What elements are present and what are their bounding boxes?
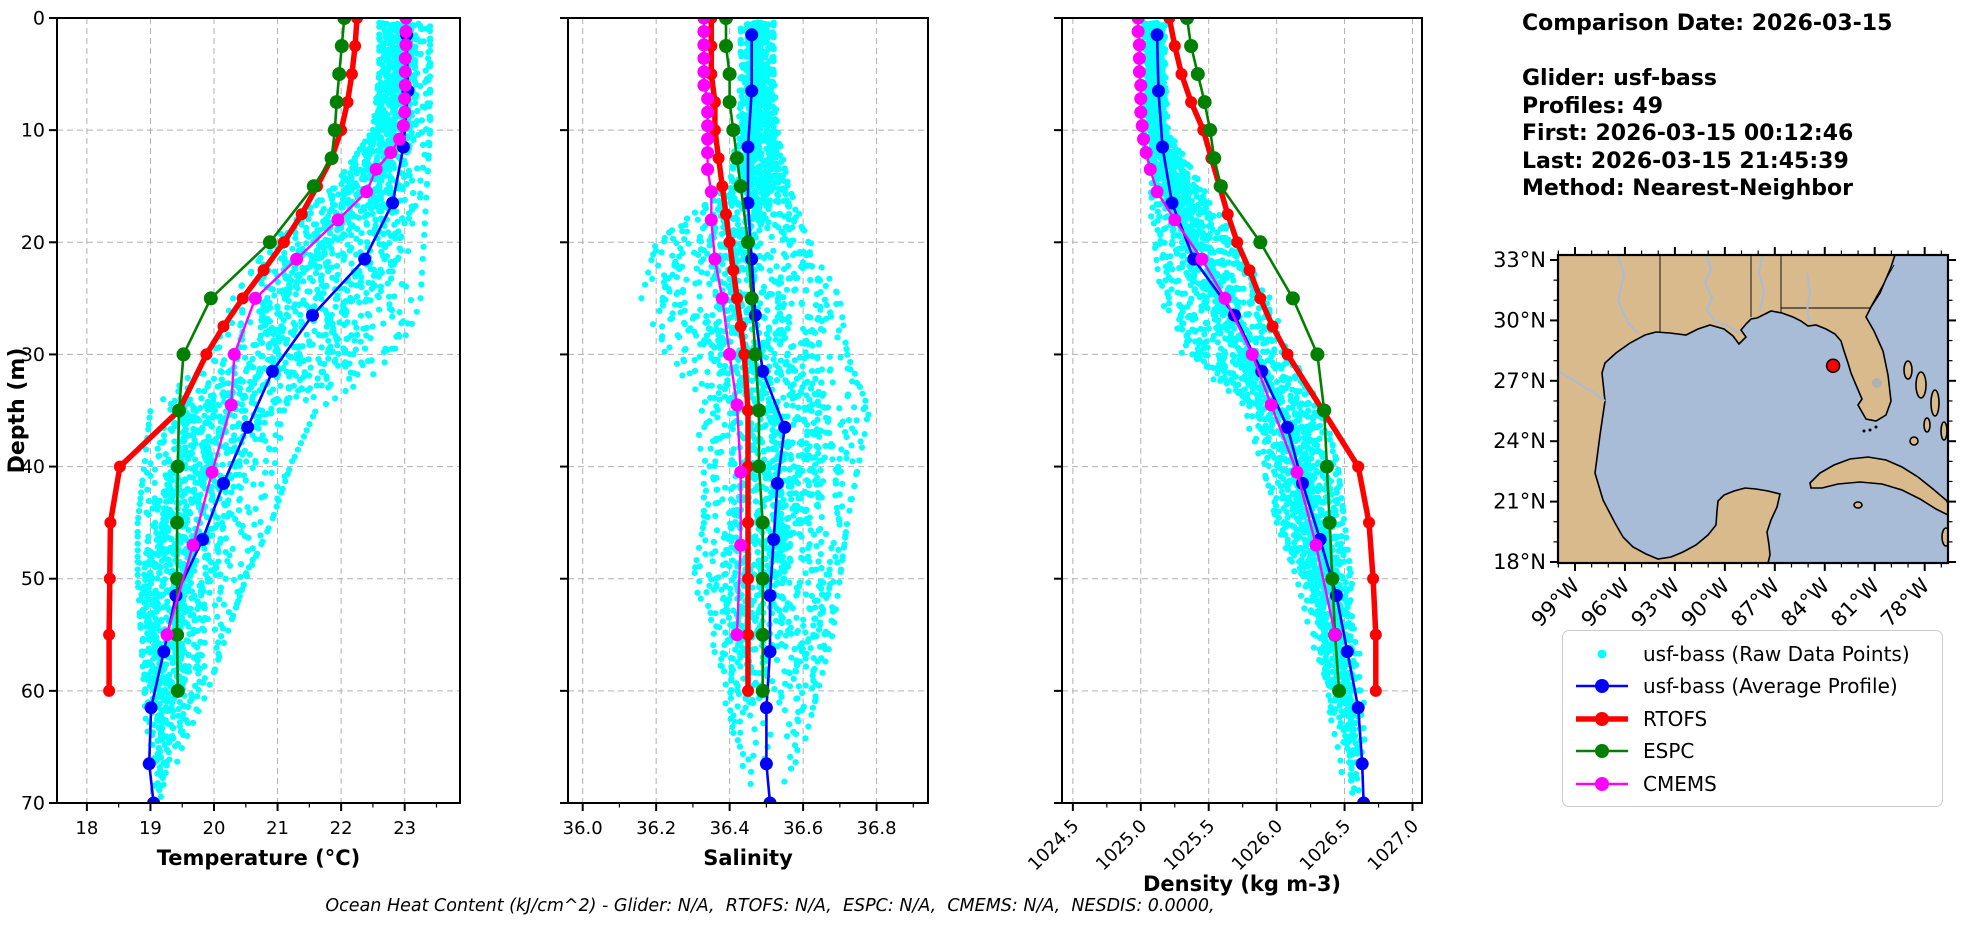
map-florida-keys: [1868, 428, 1872, 432]
map-lake-okeechobee: [1872, 378, 1882, 388]
cmems-line-salinity: [697, 18, 748, 642]
map-river: [1805, 272, 1812, 323]
legend-item-cmems: CMEMS: [1573, 770, 1932, 798]
svg-text:70: 70: [21, 793, 45, 815]
svg-text:30: 30: [21, 344, 45, 366]
temperature-data: [103, 18, 434, 803]
espc-line-salinity: [719, 18, 770, 698]
legend-label-cmems: CMEMS: [1643, 771, 1717, 796]
legend: usf-bass (Raw Data Points) usf-bass (Ave…: [1562, 630, 1943, 807]
map-state-border: [1869, 264, 1895, 309]
svg-text:60: 60: [21, 680, 45, 702]
density-x-axis: 1024.5 1025.0 1025.5 1026.0 1026.5 1027.0: [1024, 803, 1423, 875]
ohc-caption: Ocean Heat Content (kJ/cm^2) - Glider: N…: [325, 896, 1215, 916]
svg-text:0: 0: [33, 8, 45, 30]
density-y-axis: [1054, 17, 1062, 804]
density-axis-title: Density (kg m-3): [1143, 872, 1341, 896]
map-river: [1558, 370, 1606, 402]
salinity-plot: 36.0 36.2 36.4 36.6 36.8 Salinity: [560, 17, 929, 870]
legend-item-espc: ESPC: [1573, 737, 1932, 765]
espc-line-temperature: [170, 18, 352, 698]
info-spacer: [1522, 38, 1892, 66]
legend-item-rtofs: RTOFS: [1573, 705, 1932, 733]
svg-text:50: 50: [21, 568, 45, 590]
glider-position-marker: [1825, 358, 1841, 373]
temperature-y-axis: 0 10 20 30 40 50 60 70: [21, 8, 57, 815]
density-raw-scatter: [1140, 19, 1368, 796]
map-island: [1915, 371, 1927, 399]
map-land-cuba: [1809, 456, 1948, 516]
average-profile-swatch-icon: [1576, 679, 1628, 693]
svg-text:21: 21: [266, 818, 289, 839]
map-island: [1853, 501, 1863, 509]
raw-data-swatch-icon: [1597, 649, 1607, 658]
info-glider: Glider: usf-bass: [1522, 66, 1717, 91]
salinity-axis-title: Salinity: [703, 846, 793, 870]
svg-text:23: 23: [393, 818, 416, 839]
svg-text:20: 20: [203, 818, 226, 839]
legend-label-average: usf-bass (Average Profile): [1643, 674, 1898, 698]
map-river: [1757, 255, 1766, 312]
info-comparison-date: Comparison Date: 2026-03-15: [1522, 11, 1893, 36]
salinity-x-axis: 36.0 36.2 36.4 36.6 36.8: [563, 803, 914, 839]
map-island: [1941, 527, 1948, 547]
cmems-line-density: [1131, 18, 1342, 642]
espc-line-density: [1180, 18, 1347, 698]
info-profiles: Profiles: 49: [1522, 93, 1664, 119]
cmems-line-temperature: [160, 18, 413, 642]
map-river: [1616, 255, 1639, 334]
density-data: [1131, 18, 1382, 803]
svg-text:18: 18: [75, 818, 98, 839]
info-method: Method: Nearest-Neighbor: [1522, 176, 1853, 201]
info-last-time: Last: 2026-03-15 21:45:39: [1522, 148, 1849, 174]
map-river: [1703, 255, 1740, 334]
espc-swatch-icon: [1576, 744, 1628, 758]
map-florida-keys: [1862, 429, 1866, 433]
depth-axis-title: Depth (m): [5, 348, 30, 474]
legend-label-espc: ESPC: [1643, 739, 1695, 763]
map-island: [1923, 417, 1931, 433]
svg-text:10: 10: [21, 120, 45, 142]
salinity-raw-scatter: [638, 19, 872, 788]
svg-text:22: 22: [330, 818, 353, 839]
info-block: Comparison Date: 2026-03-15 Glider: usf-…: [1522, 10, 1892, 203]
density-grid: [1062, 17, 1422, 804]
density-plot: 1024.5 1025.0 1025.5 1026.0 1026.5 1027.0Dens…: [1024, 17, 1423, 896]
map-island: [1930, 389, 1940, 417]
info-first-time: First: 2026-03-15 00:12:46: [1522, 121, 1854, 146]
cmems-swatch-icon: [1576, 776, 1628, 791]
location-map: 99°W96°W93°W90°W87°W84°W81°W78°W33°N30°N…: [1493, 247, 1956, 632]
legend-item-raw: usf-bass (Raw Data Points): [1573, 640, 1932, 668]
map-island: [1940, 421, 1948, 441]
salinity-y-axis: [560, 17, 568, 804]
legend-item-average: usf-bass (Average Profile): [1573, 672, 1932, 700]
rtofs-swatch-icon: [1576, 711, 1628, 726]
salinity-data: [638, 18, 872, 803]
svg-text:40: 40: [21, 456, 45, 478]
svg-text:19: 19: [139, 818, 162, 839]
map-florida-keys: [1874, 425, 1878, 429]
temperature-x-axis: 18 19 20 21 22 23: [75, 803, 438, 839]
temperature-axis-title: Temperature (°C): [157, 846, 360, 870]
legend-label-raw: usf-bass (Raw Data Points): [1643, 641, 1910, 666]
temperature-plot: 18 19 20 21 22 23 0 10 20 30 40 50 60 70 Temperature (…: [21, 8, 461, 870]
map-island: [1903, 360, 1913, 380]
map-frame: [1556, 253, 1950, 565]
map-island: [1909, 436, 1919, 446]
svg-text:20: 20: [21, 232, 45, 254]
legend-label-rtofs: RTOFS: [1643, 706, 1708, 731]
map-land-north-america: [1558, 255, 1896, 563]
